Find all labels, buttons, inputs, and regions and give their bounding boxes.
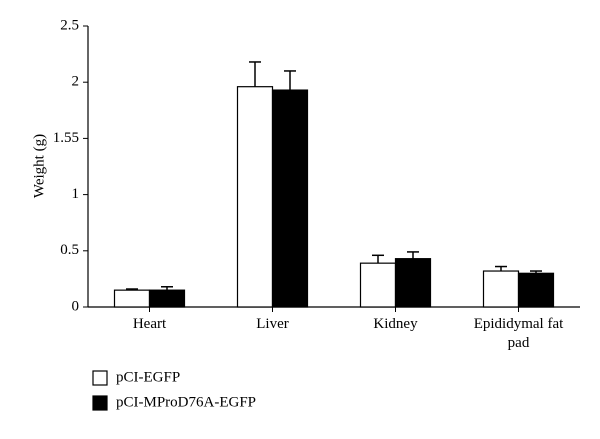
bar [359,262,397,308]
bar [148,289,186,308]
legend-swatch [92,395,108,411]
bar [236,86,274,308]
y-tick-label: 0 [72,298,80,314]
x-tick-label: Liver [256,316,289,332]
y-tick-label: 2.5 [60,17,79,33]
y-tick-label: 1 [72,186,80,202]
y-tick-label: 0.5 [60,242,79,258]
y-axis-label: Weight (g) [31,134,47,198]
legend-swatch [92,370,108,386]
bar [271,89,309,308]
x-tick-label: Kidney [373,316,418,332]
x-tick-label: Epididymal fat pad [473,316,564,351]
x-tick-label: Heart [132,316,167,332]
bar [517,272,555,308]
bar [482,270,520,308]
legend-label: pCI-EGFP [116,369,180,385]
y-tick-label: 2 [72,74,80,90]
bar [113,289,151,308]
legend-label: pCI-MProD76A-EGFP [116,394,256,410]
y-tick-label: 1.55 [53,130,79,146]
bar [394,258,432,308]
